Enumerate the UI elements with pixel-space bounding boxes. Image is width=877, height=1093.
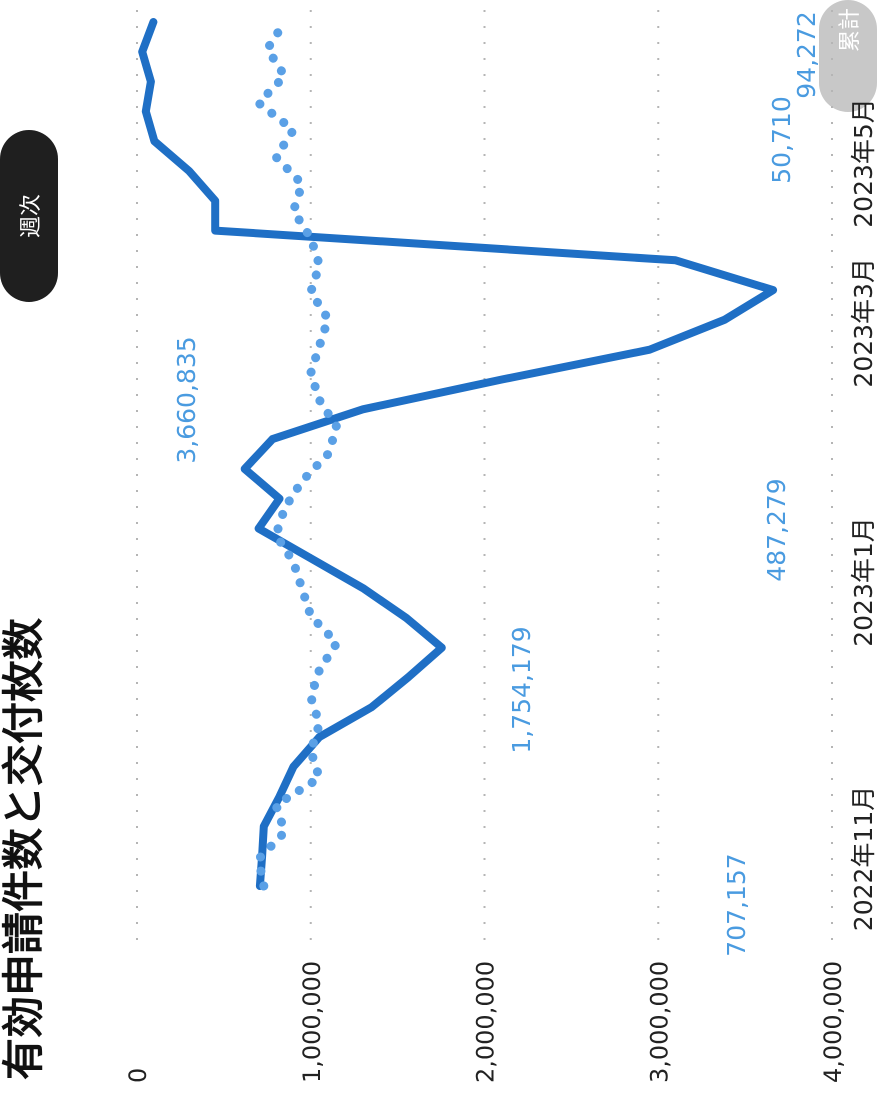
y-tick-label: 3,000,000 [645,961,673,1083]
series-dotted-line [254,17,342,891]
tab-weekly[interactable]: 週次 [0,130,58,302]
y-tick-label: 1,000,000 [298,961,326,1083]
y-tick-label: 2,000,000 [472,961,500,1083]
chart-title: 有効申請件数と交付枚数 [0,618,48,1080]
series-layer [138,17,778,891]
data-label: 1,754,179 [507,626,536,753]
x-tick-label: 2023年3月 [849,258,877,388]
x-tick-label: 2022年11月 [849,786,877,931]
data-labels: 707,157 1,754,179 487,279 3,660,835 50,71094… [172,11,821,956]
y-tick-label: 4,000,000 [819,961,847,1083]
y-tick-labels: 4,000,000 3,000,000 2,000,000 1,000,000 0 [124,961,847,1083]
series-solid-line [138,18,778,890]
tab-cumulative[interactable]: 累計 [819,0,877,112]
tab-weekly-label: 週次 [19,194,44,238]
tab-cumulative-label: 累計 [838,8,863,52]
x-tick-label: 2023年1月 [849,517,877,647]
data-label: 487,279 [762,478,791,581]
x-tick-labels: 2022年11月 2023年1月 2023年3月 2023年5月 [849,98,877,931]
data-label: 50,710 [767,96,796,183]
data-label: 707,157 [722,853,751,956]
y-tick-label: 0 [124,1068,152,1083]
data-label: 3,660,835 [172,336,201,463]
x-tick-label: 2023年5月 [849,98,877,228]
data-label: 94,272 [792,11,821,98]
grid [136,5,833,940]
